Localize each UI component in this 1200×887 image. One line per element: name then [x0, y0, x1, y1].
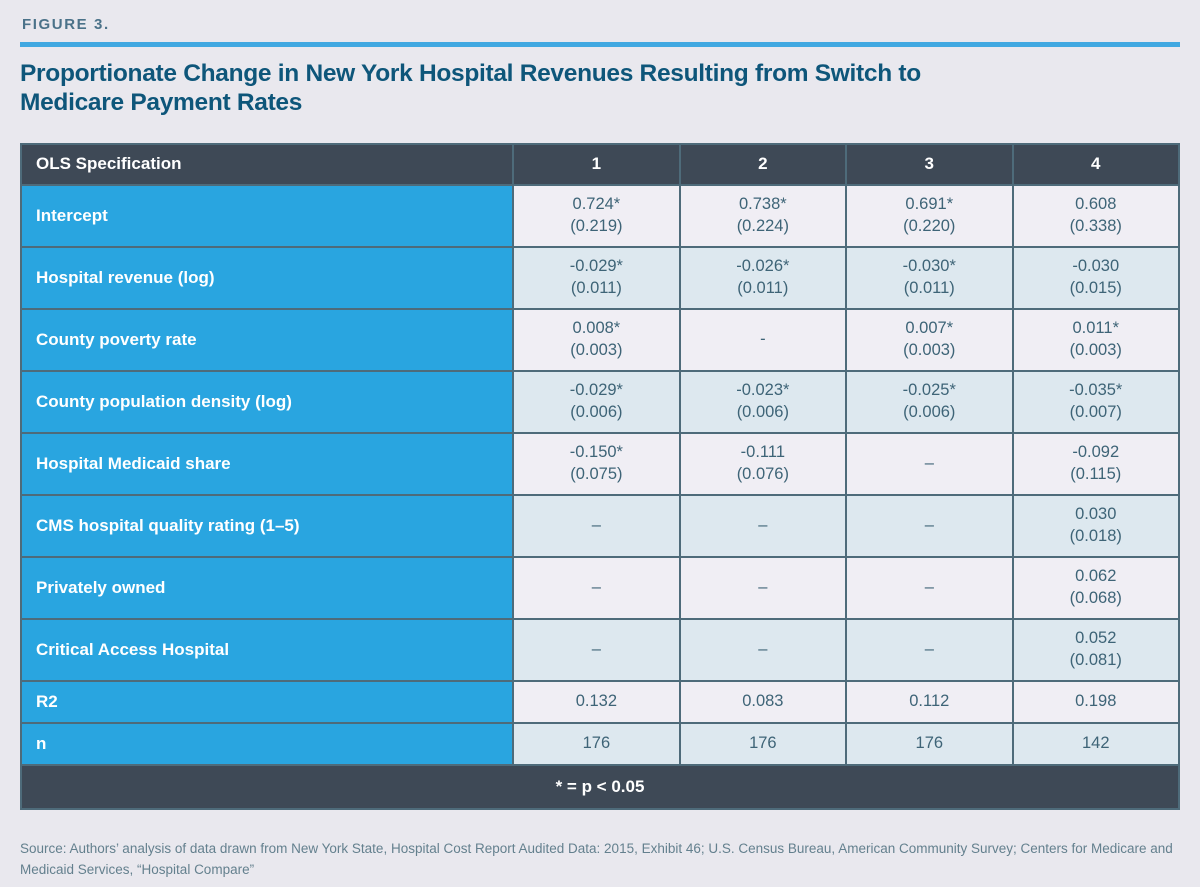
cell-spec3: 0.691* (0.220) — [845, 183, 1014, 248]
cell-spec2: – — [678, 555, 848, 620]
row-label: County population density (log) — [19, 369, 515, 434]
cell-spec3: – — [845, 555, 1014, 620]
cell-spec1: -0.150* (0.075) — [512, 431, 681, 496]
table-row-hospital-revenue: Hospital revenue (log) -0.029* (0.011) -… — [19, 245, 1181, 310]
accent-rule — [20, 42, 1180, 47]
cell-spec2: – — [678, 617, 848, 682]
table-row-r2: R2 0.132 0.083 0.112 0.198 — [19, 679, 1181, 724]
cell-spec4: 0.011* (0.003) — [1011, 307, 1181, 372]
table-row-county-population-density: County population density (log) -0.029* … — [19, 369, 1181, 434]
cell-spec3: 176 — [845, 721, 1014, 766]
table-row-n: n 176 176 176 142 — [19, 721, 1181, 766]
cell-spec4: 142 — [1011, 721, 1181, 766]
cell-spec3: 0.007* (0.003) — [845, 307, 1014, 372]
table-row-hospital-medicaid-share: Hospital Medicaid share -0.150* (0.075) … — [19, 431, 1181, 496]
cell-spec3: – — [845, 431, 1014, 496]
row-label: n — [19, 721, 515, 766]
column-header-3: 3 — [845, 142, 1014, 186]
cell-spec4: 0.608 (0.338) — [1011, 183, 1181, 248]
row-label: Critical Access Hospital — [19, 617, 515, 682]
cell-spec1: 0.008* (0.003) — [512, 307, 681, 372]
column-header-4: 4 — [1011, 142, 1181, 186]
cell-spec4: 0.030 (0.018) — [1011, 493, 1181, 558]
cell-spec2: – — [678, 493, 848, 558]
figure-title: Proportionate Change in New York Hospita… — [20, 60, 921, 116]
row-label: Privately owned — [19, 555, 515, 620]
figure-label: FIGURE 3. — [22, 16, 110, 33]
source-note: Source: Authors’ analysis of data drawn … — [20, 840, 1173, 878]
table-footnote-row: * = p < 0.05 — [20, 763, 1180, 810]
cell-spec3: -0.025* (0.006) — [845, 369, 1014, 434]
cell-spec4: -0.092 (0.115) — [1011, 431, 1181, 496]
cell-spec2: -0.026* (0.011) — [678, 245, 848, 310]
cell-spec2: 0.738* (0.224) — [678, 183, 848, 248]
cell-spec1: -0.029* (0.011) — [512, 245, 681, 310]
table-row-county-poverty-rate: County poverty rate 0.008* (0.003) - 0.0… — [19, 307, 1181, 372]
table-row-cms-quality-rating: CMS hospital quality rating (1–5) – – – … — [19, 493, 1181, 558]
cell-spec4: 0.062 (0.068) — [1011, 555, 1181, 620]
cell-spec3: 0.112 — [845, 679, 1014, 724]
cell-spec2: 176 — [678, 721, 848, 766]
table-row-privately-owned: Privately owned – – – 0.062 (0.068) — [19, 555, 1181, 620]
significance-footnote: * = p < 0.05 — [20, 763, 1180, 810]
column-header-2: 2 — [678, 142, 848, 186]
row-label: County poverty rate — [19, 307, 515, 372]
cell-spec1: – — [512, 493, 681, 558]
row-label: Hospital revenue (log) — [19, 245, 515, 310]
row-label: Hospital Medicaid share — [19, 431, 515, 496]
regression-table: OLS Specification 1 2 3 4 Intercept 0.72… — [19, 142, 1181, 810]
column-header-1: 1 — [512, 142, 681, 186]
row-label: Intercept — [19, 183, 515, 248]
table-row-intercept: Intercept 0.724* (0.219) 0.738* (0.224) … — [19, 183, 1181, 248]
cell-spec2: -0.111 (0.076) — [678, 431, 848, 496]
cell-spec2: - — [678, 307, 848, 372]
cell-spec3: – — [845, 617, 1014, 682]
cell-spec4: 0.198 — [1011, 679, 1181, 724]
cell-spec1: 176 — [512, 721, 681, 766]
cell-spec1: -0.029* (0.006) — [512, 369, 681, 434]
cell-spec1: – — [512, 555, 681, 620]
cell-spec1: 0.724* (0.219) — [512, 183, 681, 248]
cell-spec3: – — [845, 493, 1014, 558]
table-header-row: OLS Specification 1 2 3 4 — [19, 142, 1181, 186]
cell-spec4: 0.052 (0.081) — [1011, 617, 1181, 682]
row-label: R2 — [19, 679, 515, 724]
cell-spec4: -0.035* (0.007) — [1011, 369, 1181, 434]
cell-spec2: 0.083 — [678, 679, 848, 724]
cell-spec1: – — [512, 617, 681, 682]
table-row-critical-access-hospital: Critical Access Hospital – – – 0.052 (0.… — [19, 617, 1181, 682]
cell-spec2: -0.023* (0.006) — [678, 369, 848, 434]
cell-spec1: 0.132 — [512, 679, 681, 724]
column-header-ols-specification: OLS Specification — [19, 142, 515, 186]
row-label: CMS hospital quality rating (1–5) — [19, 493, 515, 558]
cell-spec3: -0.030* (0.011) — [845, 245, 1014, 310]
cell-spec4: -0.030 (0.015) — [1011, 245, 1181, 310]
